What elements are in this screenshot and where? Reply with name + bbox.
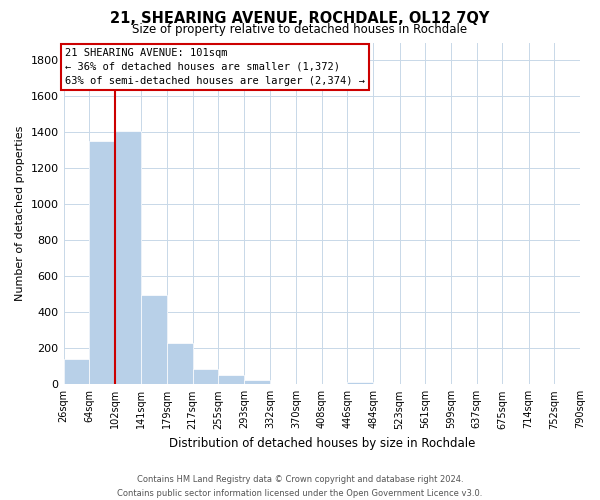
Bar [64,359,89,384]
Bar [347,382,373,384]
Text: 21 SHEARING AVENUE: 101sqm
← 36% of detached houses are smaller (1,372)
63% of s: 21 SHEARING AVENUE: 101sqm ← 36% of deta… [65,48,365,86]
Bar [89,142,115,384]
Bar [141,296,167,384]
Bar [193,369,218,384]
Text: Size of property relative to detached houses in Rochdale: Size of property relative to detached ho… [133,22,467,36]
Bar [218,376,244,384]
X-axis label: Distribution of detached houses by size in Rochdale: Distribution of detached houses by size … [169,437,475,450]
Y-axis label: Number of detached properties: Number of detached properties [15,126,25,301]
Bar [167,343,193,384]
Text: Contains HM Land Registry data © Crown copyright and database right 2024.
Contai: Contains HM Land Registry data © Crown c… [118,476,482,498]
Bar [244,380,271,384]
Text: 21, SHEARING AVENUE, ROCHDALE, OL12 7QY: 21, SHEARING AVENUE, ROCHDALE, OL12 7QY [110,11,490,26]
Bar [115,130,141,384]
